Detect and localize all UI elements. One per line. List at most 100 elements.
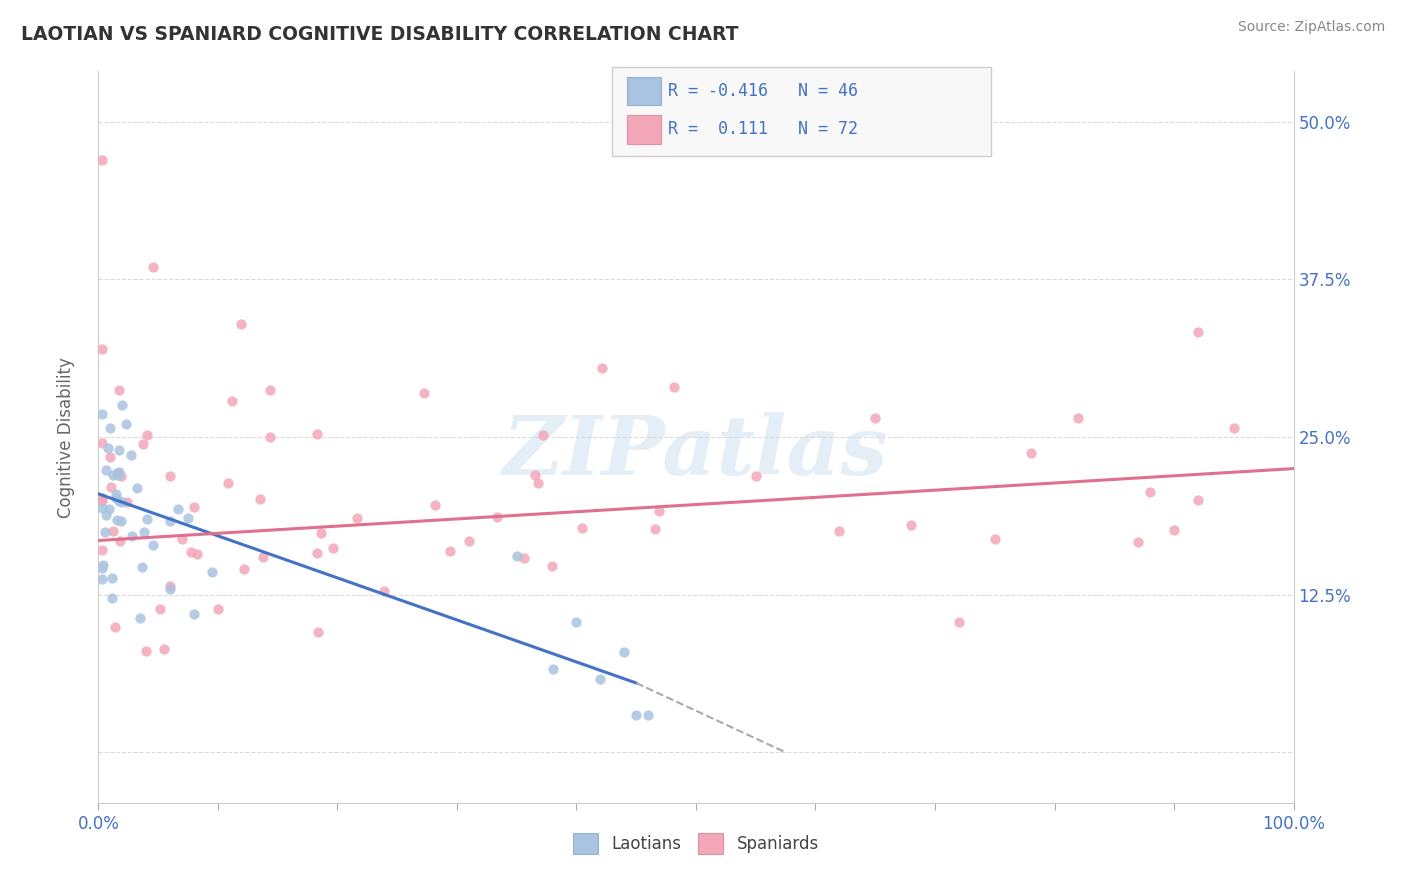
- Point: [91, 572, 114, 586]
- Point: [305, 546, 328, 560]
- Point: [105, 513, 128, 527]
- Point: [105, 487, 128, 501]
- Point: [252, 550, 274, 565]
- Point: [1187, 325, 1209, 339]
- Point: [111, 398, 134, 412]
- Point: [589, 672, 612, 686]
- Text: Source: ZipAtlas.com: Source: ZipAtlas.com: [1237, 20, 1385, 34]
- Point: [98, 421, 121, 435]
- Point: [346, 511, 368, 525]
- Point: [177, 511, 200, 525]
- Point: [1019, 446, 1042, 460]
- Point: [232, 561, 254, 575]
- Point: [828, 524, 851, 539]
- Point: [91, 494, 114, 508]
- Point: [107, 468, 129, 483]
- Point: [104, 620, 127, 634]
- Point: [1067, 410, 1090, 425]
- Point: [107, 442, 129, 457]
- Point: [322, 541, 344, 556]
- Point: [541, 662, 564, 676]
- Y-axis label: Cognitive Disability: Cognitive Disability: [56, 357, 75, 517]
- Text: R = -0.416   N = 46: R = -0.416 N = 46: [668, 82, 858, 100]
- Point: [120, 448, 142, 462]
- Point: [115, 417, 138, 432]
- Point: [91, 491, 114, 506]
- Point: [142, 538, 165, 552]
- Point: [637, 707, 659, 722]
- Point: [1223, 421, 1246, 435]
- Point: [97, 502, 120, 516]
- Point: [613, 644, 636, 658]
- Point: [110, 468, 132, 483]
- Point: [1187, 493, 1209, 508]
- Point: [132, 437, 155, 451]
- Point: [201, 565, 224, 579]
- Point: [128, 611, 150, 625]
- Point: [91, 407, 114, 421]
- Point: [132, 524, 155, 539]
- Point: [183, 607, 205, 621]
- Point: [108, 383, 131, 397]
- Point: [108, 466, 131, 480]
- Point: [1163, 523, 1185, 537]
- Point: [439, 544, 461, 558]
- Point: [259, 384, 281, 398]
- Point: [149, 602, 172, 616]
- Point: [183, 500, 205, 515]
- Point: [91, 342, 114, 356]
- Point: [101, 467, 124, 482]
- Point: [186, 547, 208, 561]
- Text: ZIPatlas: ZIPatlas: [503, 412, 889, 491]
- Point: [170, 532, 193, 546]
- Point: [648, 504, 671, 518]
- Text: R =  0.111   N = 72: R = 0.111 N = 72: [668, 120, 858, 138]
- Point: [745, 469, 768, 483]
- Point: [524, 468, 547, 483]
- Point: [91, 500, 114, 515]
- Point: [108, 494, 131, 508]
- Point: [662, 379, 685, 393]
- Point: [626, 707, 648, 722]
- Point: [527, 475, 550, 490]
- Point: [104, 491, 127, 506]
- Point: [91, 153, 114, 167]
- Point: [180, 545, 202, 559]
- Point: [309, 525, 332, 540]
- Point: [423, 498, 446, 512]
- Point: [307, 426, 329, 441]
- Point: [565, 615, 588, 629]
- Point: [125, 481, 148, 495]
- Point: [101, 571, 124, 585]
- Point: [900, 518, 922, 533]
- Point: [486, 509, 509, 524]
- Point: [94, 463, 117, 477]
- Point: [571, 520, 593, 534]
- Point: [100, 480, 122, 494]
- Point: [506, 549, 529, 564]
- Point: [98, 450, 121, 465]
- Point: [984, 532, 1007, 546]
- Point: [153, 641, 176, 656]
- Point: [1128, 535, 1150, 549]
- Point: [1139, 484, 1161, 499]
- Point: [91, 543, 114, 558]
- Point: [159, 578, 181, 592]
- Point: [101, 524, 124, 538]
- Point: [221, 394, 243, 409]
- Point: [117, 495, 139, 509]
- Point: [101, 591, 124, 605]
- Point: [110, 495, 132, 509]
- Point: [91, 436, 114, 450]
- Point: [135, 644, 157, 658]
- Point: [373, 584, 395, 599]
- Point: [142, 260, 165, 274]
- Point: [512, 551, 534, 566]
- Point: [159, 582, 181, 596]
- Point: [159, 514, 181, 528]
- Point: [97, 442, 120, 456]
- Point: [159, 469, 181, 483]
- Point: [96, 508, 118, 523]
- Point: [591, 360, 613, 375]
- Point: [948, 615, 970, 630]
